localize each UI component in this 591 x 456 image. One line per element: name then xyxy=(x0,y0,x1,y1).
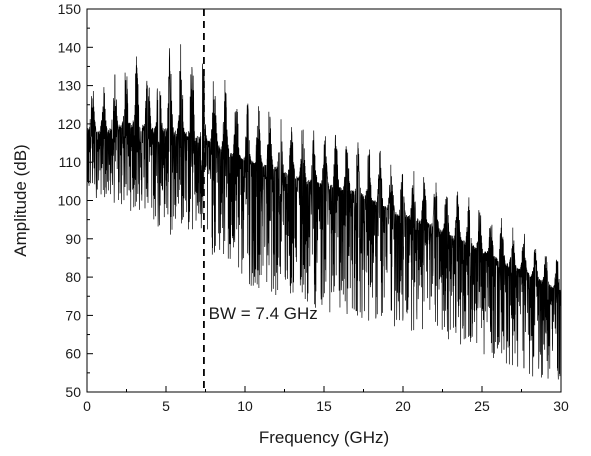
x-tick-label: 0 xyxy=(83,398,91,414)
y-tick-label: 90 xyxy=(65,231,81,247)
y-tick-label: 60 xyxy=(65,346,81,362)
y-tick-label: 130 xyxy=(58,78,82,94)
x-tick-label: 25 xyxy=(474,398,490,414)
y-tick-label: 70 xyxy=(65,307,81,323)
bandwidth-annotation: BW = 7.4 GHz xyxy=(209,304,318,323)
plot-area xyxy=(86,9,562,392)
x-tick-label: 15 xyxy=(316,398,332,414)
x-tick-label: 10 xyxy=(237,398,253,414)
y-tick-label: 100 xyxy=(58,193,82,209)
y-tick-label: 80 xyxy=(65,269,81,285)
spectrum-trace xyxy=(86,44,562,380)
x-axis: 0 5 10 15 20 25 30 xyxy=(83,386,569,414)
y-axis: 50 60 70 80 90 100 110 120 130 140 150 xyxy=(58,1,93,400)
x-tick-label: 5 xyxy=(162,398,170,414)
y-tick-label: 110 xyxy=(59,154,82,170)
x-axis-title: Frequency (GHz) xyxy=(259,428,389,447)
y-tick-label: 120 xyxy=(58,116,82,132)
y-tick-label: 150 xyxy=(58,1,82,17)
y-tick-label: 50 xyxy=(65,384,81,400)
x-tick-label: 20 xyxy=(395,398,411,414)
x-tick-label: 30 xyxy=(553,398,569,414)
y-axis-title: Amplitude (dB) xyxy=(11,144,30,256)
y-tick-label: 140 xyxy=(58,39,82,55)
